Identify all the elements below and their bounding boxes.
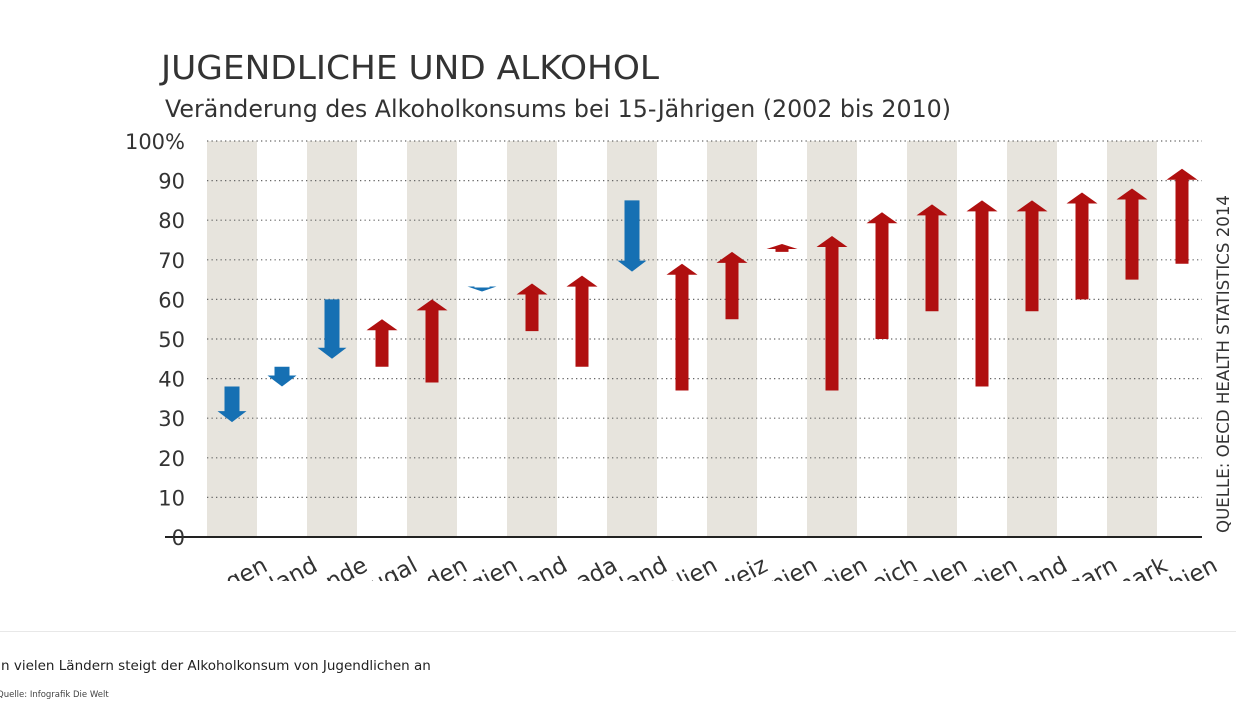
y-tick-label: 20 bbox=[158, 447, 185, 471]
figure-caption: In vielen Ländern steigt der Alkoholkons… bbox=[0, 658, 431, 674]
increase-arrow bbox=[366, 319, 398, 367]
x-tick-label: egen bbox=[209, 552, 272, 602]
chart-title: JUGENDLICHE UND ALKOHOL bbox=[159, 48, 660, 87]
y-tick-label: 100% bbox=[125, 130, 185, 154]
divider bbox=[0, 631, 1236, 632]
decrease-arrow bbox=[467, 286, 497, 292]
x-tick-label: chien bbox=[1155, 552, 1222, 604]
increase-arrow bbox=[716, 251, 748, 320]
x-tick-label: nada bbox=[559, 552, 622, 602]
increase-arrow bbox=[766, 243, 798, 252]
increase-arrow bbox=[516, 283, 548, 332]
increase-arrow bbox=[916, 204, 948, 312]
y-tick-label: 90 bbox=[158, 170, 185, 194]
increase-arrow bbox=[1016, 200, 1048, 312]
increase-arrow bbox=[816, 236, 848, 391]
decrease-arrow bbox=[217, 386, 247, 423]
increase-arrow bbox=[416, 299, 448, 383]
y-tick-label: 0 bbox=[172, 526, 185, 550]
increase-arrow bbox=[1166, 168, 1198, 264]
x-tick-label: land bbox=[616, 552, 672, 598]
decrease-arrow bbox=[617, 200, 647, 272]
category-band bbox=[207, 141, 257, 537]
y-tick-label: 80 bbox=[158, 209, 185, 233]
x-tick-label: land bbox=[1016, 552, 1072, 598]
y-tick-label: 40 bbox=[158, 368, 185, 392]
chart-subtitle: Veränderung des Alkoholkonsums bei 15-Jä… bbox=[165, 95, 951, 123]
y-tick-label: 10 bbox=[158, 486, 185, 510]
increase-arrow bbox=[866, 212, 898, 339]
y-tick-label: 70 bbox=[158, 249, 185, 273]
category-band bbox=[707, 141, 757, 537]
x-tick-label: nien bbox=[766, 552, 822, 598]
decrease-arrow bbox=[267, 366, 297, 387]
infographic-panel: 100% 90 80 70 60 50 40 30 20 10 0 egen land ande tuga… bbox=[124, 48, 1234, 604]
increase-arrow bbox=[666, 263, 698, 391]
y-tick-label: 50 bbox=[158, 328, 185, 352]
x-tick-label: weiz bbox=[714, 552, 772, 599]
increase-arrow bbox=[1116, 188, 1148, 280]
decrease-arrow bbox=[317, 299, 347, 359]
source-label: QUELLE: OECD HEALTH STATISTICS 2014 bbox=[1214, 195, 1234, 533]
y-tick-label: 30 bbox=[158, 407, 185, 431]
y-tick-label: 60 bbox=[158, 288, 185, 312]
x-tick-label: land bbox=[266, 552, 322, 598]
figure-credit: Quelle: Infografik Die Welt bbox=[0, 690, 109, 700]
increase-arrow bbox=[966, 200, 998, 387]
increase-arrow bbox=[566, 275, 598, 367]
increase-arrow bbox=[1066, 192, 1098, 300]
